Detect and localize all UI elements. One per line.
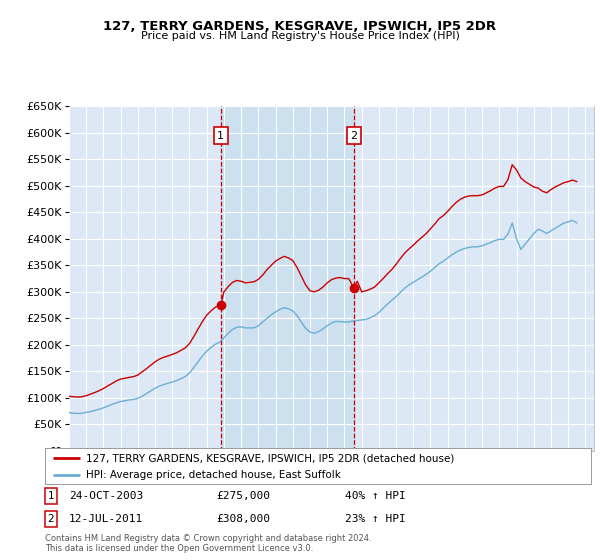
Text: 40% ↑ HPI: 40% ↑ HPI [345,491,406,501]
Text: 23% ↑ HPI: 23% ↑ HPI [345,514,406,524]
Text: 24-OCT-2003: 24-OCT-2003 [69,491,143,501]
Bar [221,106,354,451]
Text: 12-JUL-2011: 12-JUL-2011 [69,514,143,524]
Text: 2: 2 [47,514,55,524]
Text: 127, TERRY GARDENS, KESGRAVE, IPSWICH, IP5 2DR: 127, TERRY GARDENS, KESGRAVE, IPSWICH, I… [103,20,497,32]
Text: 1: 1 [47,491,55,501]
Text: Price paid vs. HM Land Registry's House Price Index (HPI): Price paid vs. HM Land Registry's House … [140,31,460,41]
Text: Contains HM Land Registry data © Crown copyright and database right 2024.
This d: Contains HM Land Registry data © Crown c… [45,534,371,553]
Text: HPI: Average price, detached house, East Suffolk: HPI: Average price, detached house, East… [86,470,341,480]
Text: 127, TERRY GARDENS, KESGRAVE, IPSWICH, IP5 2DR (detached house): 127, TERRY GARDENS, KESGRAVE, IPSWICH, I… [86,453,454,463]
Text: £308,000: £308,000 [216,514,270,524]
Text: £275,000: £275,000 [216,491,270,501]
Text: 2: 2 [350,130,357,141]
Text: 1: 1 [217,130,224,141]
